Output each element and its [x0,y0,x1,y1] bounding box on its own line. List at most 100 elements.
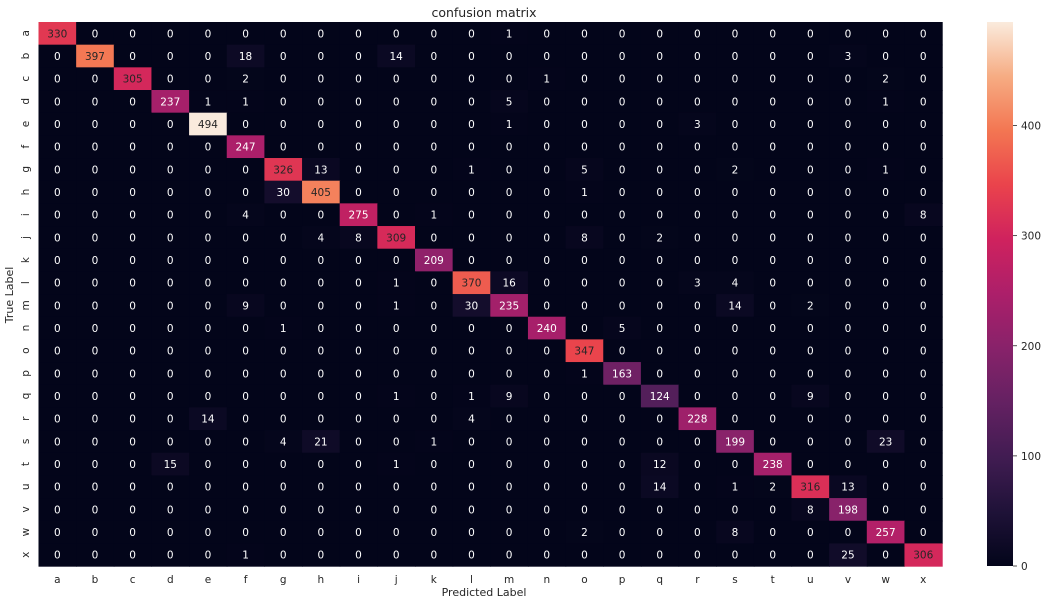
heatmap-cell [829,226,868,250]
cell-value-label: 0 [506,255,513,267]
cell-value-label: 13 [841,482,854,494]
y-tick-label: x [20,552,32,558]
heatmap-cell [226,407,265,431]
heatmap-cell [226,452,265,476]
heatmap-cell [829,339,868,363]
cell-value-label: 0 [92,323,99,335]
heatmap-cell [151,316,190,340]
heatmap-cell [226,430,265,454]
heatmap-cell [189,180,228,204]
heatmap-cell [678,430,717,454]
heatmap-cell [866,430,906,454]
cell-value-label: 0 [543,346,550,358]
cell-value-label: 4 [468,414,475,426]
cell-value-label: 0 [129,368,136,380]
heatmap-cell [603,90,642,114]
cell-value-label: 0 [468,119,475,131]
cell-value-label: 0 [543,459,550,471]
heatmap-cell [151,520,190,545]
cell-value-label: 0 [318,210,325,222]
heatmap-cell [904,384,943,408]
heatmap-cell [791,203,830,227]
cell-value-label: 0 [543,504,550,516]
cell-value-label: 0 [129,164,136,176]
cell-value-label: 0 [807,210,814,222]
cell-value-label: 0 [506,74,513,86]
heatmap-cell [415,475,454,499]
heatmap-cell [452,44,491,68]
heatmap-cell [490,203,529,227]
colorbar-tick-label: 200 [1021,341,1041,353]
cell-value-label: 0 [506,504,513,516]
heatmap-cell [377,339,416,363]
heatmap-cells: 330 0 0 0 0 0 0 0 0 0 0 0 1 0 0 0 0 0 0 0 0 0 0 00 397 0 0 0 18 0 0 0 14… [38,22,943,567]
cell-value-label: 0 [167,414,174,426]
cell-value-label: 0 [92,210,99,222]
cell-value-label: 0 [393,414,400,426]
heatmap-cell [490,22,529,46]
cell-value-label: 0 [732,391,739,403]
cell-value-label: 0 [430,278,437,290]
heatmap-cell [151,452,190,476]
cell-value-label: 228 [687,414,707,426]
heatmap-cell [490,248,529,272]
cell-value-label: 0 [280,142,287,154]
cell-value-label: 0 [318,346,325,358]
heatmap-cell [302,67,341,91]
cell-value-label: 8 [732,527,739,539]
cell-value-label: 0 [167,119,174,131]
heatmap-cell [753,112,793,136]
cell-value-label: 0 [807,368,814,380]
cell-value-label: 0 [619,346,626,358]
heatmap-cell [38,543,77,567]
cell-value-label: 0 [882,550,889,562]
heatmap-cell [603,362,642,386]
heatmap-cell [226,339,265,363]
cell-value-label: 0 [92,504,99,516]
heatmap-cell [904,22,943,46]
y-tick-label: o [20,347,32,353]
heatmap-cell [565,90,604,114]
cell-value-label: 5 [581,164,588,176]
cell-value-label: 0 [129,323,136,335]
heatmap-cell [716,362,755,386]
heatmap-cell [753,452,793,476]
heatmap-cell [490,452,529,476]
heatmap-cell [829,248,868,272]
heatmap-cell [226,294,265,318]
heatmap-cell [565,294,604,318]
cell-value-label: 0 [732,232,739,244]
heatmap-cell [377,158,416,182]
cell-value-label: 0 [581,210,588,222]
heatmap-cell [904,452,943,476]
cell-value-label: 0 [619,187,626,199]
heatmap-cell [76,248,115,272]
cell-value-label: 0 [430,346,437,358]
cell-value-label: 0 [92,232,99,244]
heatmap-cell [339,203,378,227]
heatmap-cell [151,407,190,431]
cell-value-label: 0 [280,278,287,290]
heatmap-cell [829,271,868,295]
cell-value-label: 0 [318,323,325,335]
cell-value-label: 0 [54,96,61,108]
heatmap-cell [226,158,265,182]
cell-value-label: 1 [393,278,400,290]
heatmap-cell [716,498,755,522]
heatmap-cell [377,362,416,386]
heatmap-cell [640,22,680,46]
cell-value-label: 0 [920,51,927,63]
cell-value-label: 0 [920,96,927,108]
heatmap-cell [866,407,906,431]
heatmap-cell [452,362,491,386]
cell-value-label: 0 [355,164,362,176]
heatmap-cell [339,135,378,159]
cell-value-label: 0 [54,368,61,380]
cell-value-label: 0 [732,142,739,154]
cell-value-label: 0 [468,28,475,40]
heatmap-cell [151,384,190,408]
heatmap-cell [866,203,906,227]
cell-value-label: 0 [242,414,249,426]
heatmap-cell [113,271,153,295]
heatmap-cell [640,294,680,318]
